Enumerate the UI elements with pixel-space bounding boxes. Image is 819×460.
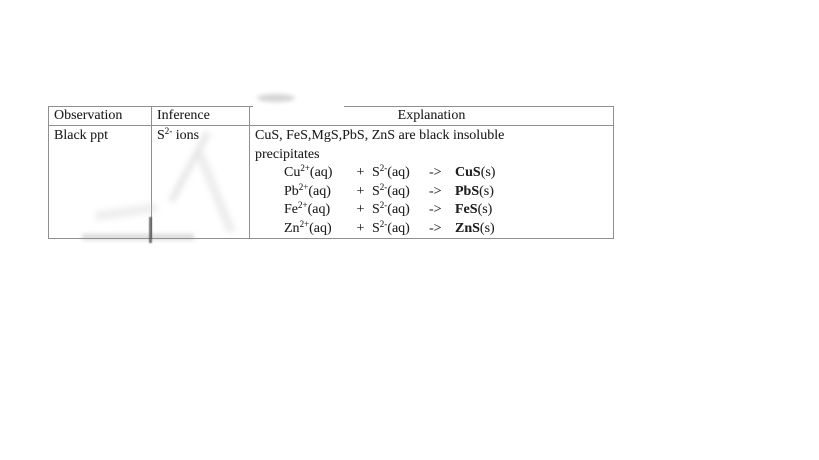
cation-state: (aq) — [309, 220, 332, 236]
anion-charge: 2- — [379, 218, 388, 229]
reaction-arrow: -> — [429, 183, 442, 199]
reactant-cation: Pb2+(aq) — [284, 181, 349, 202]
anion-state: (aq) — [387, 183, 410, 199]
equation-list: Cu2+(aq) + S2-(aq) -> CuS(s) Pb2+(aq) + S2-(aq… — [284, 164, 608, 238]
anion-charge: 2- — [379, 163, 388, 173]
equation-line-fes: Fe2+(aq) + S2-(aq) -> FeS(s) — [284, 201, 608, 220]
explanation-cell: CuS, FeS,MgS,PbS, ZnS are black insolubl… — [249, 125, 614, 239]
product: CuS(s) — [455, 165, 495, 180]
product: PbS(s) — [455, 184, 494, 199]
explanation-intro-line-1: CuS, FeS,MgS,PbS, ZnS are black insolubl… — [255, 128, 505, 143]
observation-inference-explanation-table: Observation Inference Explanation Black … — [48, 106, 614, 239]
anion-charge: 2- — [379, 200, 388, 210]
table-header-row: Observation Inference Explanation — [48, 106, 614, 126]
equation-line-zns: Zn2+(aq) + S2-(aq) -> ZnS(s) — [284, 218, 608, 239]
product-state: (s) — [479, 183, 494, 199]
column-header-observation: Observation — [48, 106, 152, 126]
anion-symbol: S — [372, 202, 380, 217]
explanation-intro-line-2: precipitates — [255, 146, 320, 162]
anion-symbol: S — [372, 165, 380, 180]
product-state: (s) — [479, 220, 495, 236]
equation-line-cus: Cu2+(aq) + S2-(aq) -> CuS(s) — [284, 164, 608, 183]
cation-symbol: Pb — [284, 183, 299, 199]
cation-charge: 2+ — [298, 200, 308, 210]
table-data-row: Black ppt S2- ions CuS, FeS,MgS,PbS, ZnS… — [48, 125, 614, 239]
anion-state: (aq) — [387, 165, 410, 180]
plus-sign: + — [356, 220, 365, 236]
reactant-anion: S2-(aq) — [372, 181, 429, 202]
column-header-explanation: Explanation — [249, 106, 614, 126]
reaction-arrow: -> — [429, 165, 442, 180]
anion-symbol: S — [372, 220, 380, 236]
product-state: (s) — [480, 165, 496, 180]
cation-symbol: Fe — [284, 202, 298, 217]
anion-state: (aq) — [387, 202, 410, 217]
inference-charge: 2- — [164, 126, 173, 136]
reaction-arrow: -> — [429, 220, 442, 236]
plus-sign: + — [356, 165, 365, 180]
inference-element: S — [157, 128, 165, 143]
reactant-cation: Zn2+(aq) — [284, 218, 349, 239]
product: ZnS(s) — [455, 221, 495, 236]
reactant-anion: S2-(aq) — [372, 218, 429, 239]
cation-state: (aq) — [307, 202, 331, 217]
cation-charge: 2+ — [299, 218, 310, 229]
product-formula: CuS — [455, 165, 481, 180]
reactant-cation: Cu2+(aq) — [284, 164, 349, 183]
product-formula: ZnS — [455, 220, 480, 236]
cation-symbol: Cu — [284, 165, 301, 180]
equation-line-pbs: Pb2+(aq) + S2-(aq) -> PbS(s) — [284, 181, 608, 202]
product-state: (s) — [477, 202, 493, 217]
anion-symbol: S — [372, 183, 380, 199]
cation-state: (aq) — [308, 183, 331, 199]
product-formula: FeS — [455, 202, 478, 217]
observation-text: Black ppt — [54, 128, 109, 143]
inference-cell: S2- ions — [151, 125, 250, 239]
anion-charge: 2- — [379, 181, 388, 192]
reaction-arrow: -> — [429, 202, 442, 217]
anion-state: (aq) — [387, 220, 410, 236]
column-header-inference: Inference — [151, 106, 250, 126]
observation-cell: Black ppt — [48, 125, 152, 239]
scan-smudge — [257, 94, 295, 102]
cation-symbol: Zn — [284, 220, 300, 236]
plus-sign: + — [356, 202, 365, 217]
cation-state: (aq) — [309, 165, 333, 180]
cation-charge: 2+ — [298, 181, 309, 192]
reactant-anion: S2-(aq) — [372, 201, 429, 220]
reactant-cation: Fe2+(aq) — [284, 201, 349, 220]
inference-suffix: ions — [172, 128, 200, 143]
product: FeS(s) — [455, 202, 492, 217]
product-formula: PbS — [455, 183, 480, 199]
cation-charge: 2+ — [300, 163, 310, 173]
inference-formula: S2- ions — [157, 126, 200, 144]
plus-sign: + — [356, 183, 365, 199]
reactant-anion: S2-(aq) — [372, 164, 429, 183]
